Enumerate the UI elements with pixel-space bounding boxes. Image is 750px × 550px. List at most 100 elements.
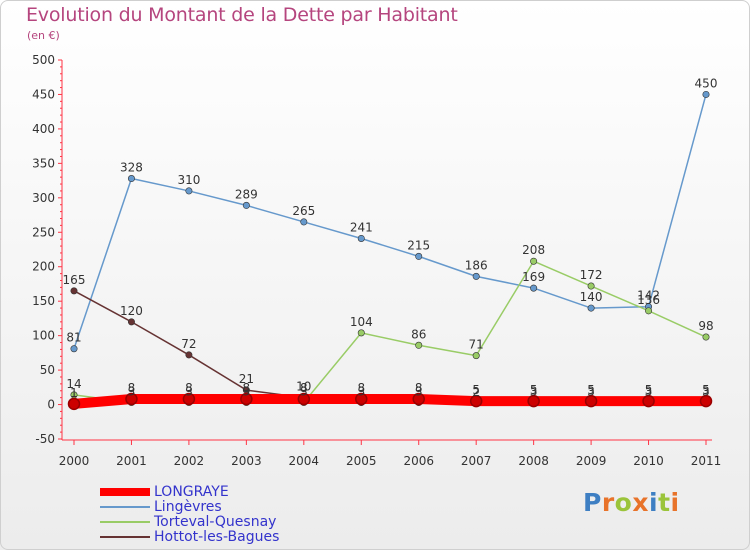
- x-tick-label: 2011: [691, 454, 722, 468]
- data-label: 208: [522, 243, 545, 257]
- data-label: 8: [243, 381, 251, 395]
- y-tick-label: 150: [32, 294, 55, 308]
- legend-label: Hottot-les-Bagues: [154, 529, 280, 545]
- data-point: [530, 257, 538, 265]
- y-tick-label: 500: [32, 53, 55, 67]
- data-label: 71: [469, 338, 484, 352]
- data-point: [702, 90, 710, 98]
- logo-letter: t: [658, 488, 671, 517]
- data-label: 3: [185, 384, 193, 398]
- chart-title: Evolution du Montant de la Dette par Hab…: [26, 4, 458, 26]
- legend-swatch: [100, 521, 150, 523]
- data-label: 328: [120, 161, 143, 175]
- series-line: [73, 260, 707, 404]
- logo-letter: o: [614, 488, 633, 517]
- data-label: 5: [472, 383, 480, 397]
- data-point: [415, 341, 423, 349]
- logo-letter: i: [670, 488, 680, 517]
- data-point: [297, 392, 311, 406]
- y-tick-label: 100: [32, 329, 55, 343]
- x-tick-label: 2009: [576, 454, 607, 468]
- y-tick-label: 350: [32, 156, 55, 170]
- data-point: [702, 333, 710, 341]
- data-point: [355, 392, 368, 406]
- data-label: 14: [66, 377, 81, 391]
- logo-letter: i: [649, 488, 659, 517]
- data-label: 215: [407, 238, 430, 252]
- data-label: 10: [296, 380, 311, 394]
- data-label: 104: [350, 315, 373, 329]
- axes: [61, 60, 712, 441]
- y-tick-label: 50: [40, 363, 55, 377]
- data-label: 5: [702, 383, 710, 397]
- x-tick-label: 2008: [518, 454, 549, 468]
- data-label: 5: [645, 383, 653, 397]
- data-label: 21: [239, 372, 254, 386]
- data-label: 186: [465, 258, 488, 272]
- data-label: 172: [580, 268, 603, 282]
- data-label: 3: [587, 384, 595, 398]
- y-tick-label: 400: [32, 122, 55, 136]
- y-tick-label: 200: [32, 260, 55, 274]
- data-point: [699, 394, 713, 408]
- y-tick-label: 300: [32, 191, 55, 205]
- series-line: [69, 394, 711, 409]
- data-point: [527, 394, 540, 408]
- series-line: [73, 93, 707, 350]
- data-point: [242, 201, 250, 209]
- data-point: [300, 218, 308, 226]
- data-label: 98: [698, 319, 713, 333]
- data-point: [587, 304, 595, 312]
- legend-swatch: [100, 506, 150, 508]
- data-label: 3: [530, 384, 538, 398]
- x-tick-label: 2002: [174, 454, 205, 468]
- legend-swatch: [100, 488, 150, 496]
- data-point: [412, 392, 425, 406]
- data-label: 5: [587, 383, 595, 397]
- y-tick-label: -50: [35, 432, 55, 446]
- x-tick-label: 2010: [633, 454, 664, 468]
- logo-letter: r: [601, 488, 615, 517]
- x-tick-label: 2000: [59, 454, 90, 468]
- data-point: [70, 345, 78, 353]
- data-label: 5: [530, 383, 538, 397]
- legend-label: LONGRAYE: [154, 484, 229, 500]
- data-label: 72: [181, 337, 196, 351]
- data-point: [357, 234, 365, 242]
- data-label: 3: [128, 384, 136, 398]
- data-point: [67, 397, 81, 411]
- proxiti-logo: Proxiti: [583, 488, 680, 517]
- data-label: 120: [120, 304, 143, 318]
- data-label: 3: [415, 384, 423, 398]
- data-label: 8: [415, 381, 423, 395]
- y-tick-label: 450: [32, 87, 55, 101]
- legend-label: Torteval-Quesnay: [154, 514, 277, 530]
- data-point: [469, 394, 483, 408]
- y-tick-label: 250: [32, 225, 55, 239]
- data-point: [587, 282, 595, 290]
- data-point: [127, 318, 135, 326]
- series-3: [70, 257, 710, 406]
- data-label: 8: [300, 381, 308, 395]
- logo-letter: x: [632, 488, 649, 517]
- data-label: 142: [637, 289, 660, 303]
- data-point: [185, 187, 193, 195]
- data-labels: 1 8 8 8 8 8 8 5 5 5 5 58132831028926524121518616914…: [63, 76, 718, 399]
- logo-letter: P: [583, 488, 602, 517]
- y-axis: -50 0 50 100 150 200 250 300 350 400 450 500: [32, 53, 62, 446]
- data-point: [415, 252, 423, 260]
- data-point: [584, 394, 598, 408]
- data-label: 1: [70, 386, 78, 400]
- x-tick-label: 2006: [403, 454, 434, 468]
- data-point: [185, 351, 193, 359]
- x-tick-label: 2005: [346, 454, 377, 468]
- data-label: 169: [522, 270, 545, 284]
- data-point: [70, 287, 78, 295]
- y-tick-label: 0: [47, 398, 55, 412]
- data-label: 2: [472, 385, 480, 399]
- data-label: 241: [350, 220, 373, 234]
- data-label: 86: [411, 327, 426, 341]
- data-point: [530, 284, 538, 292]
- data-point: [240, 392, 253, 406]
- series-1: [67, 392, 713, 411]
